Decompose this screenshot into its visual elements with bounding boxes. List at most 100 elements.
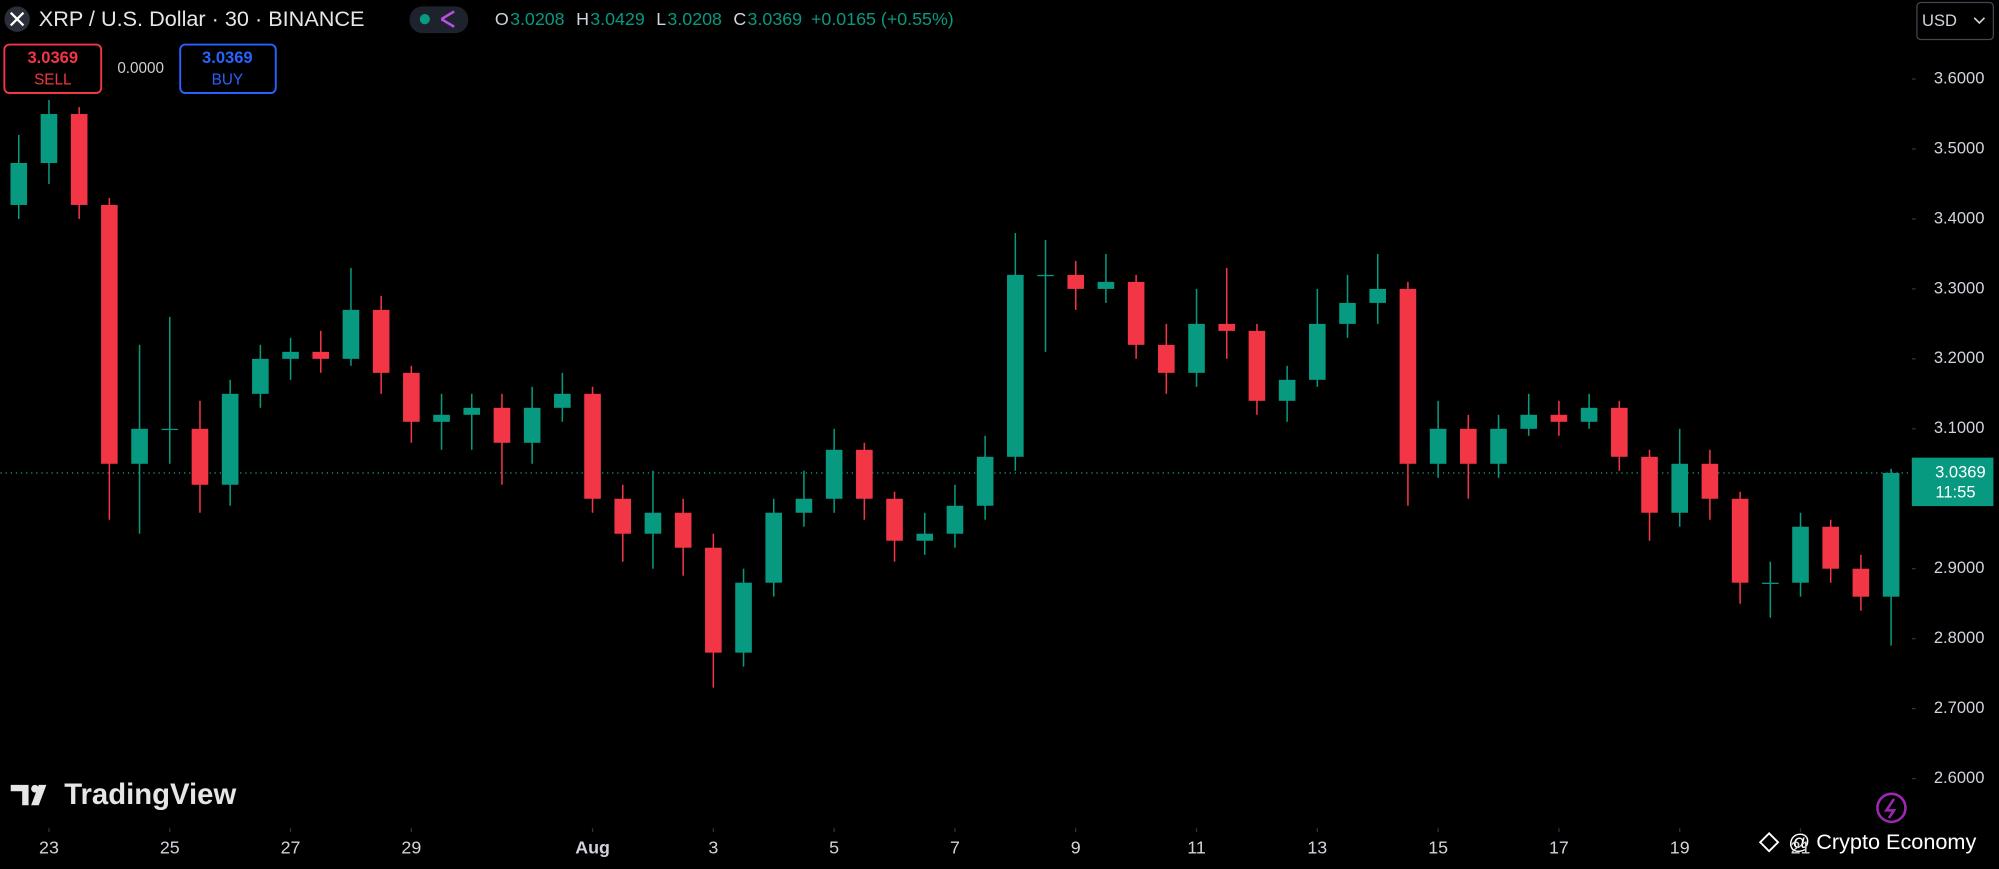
- price-line-label: 3.0369: [1935, 462, 1986, 481]
- legend-value: 3.0208: [510, 9, 565, 29]
- credit-logo: [1758, 831, 1780, 853]
- currency-select[interactable]: [1916, 1, 1995, 41]
- y-tick-label: 3.2000: [1934, 348, 1985, 367]
- candle-body: [70, 114, 88, 205]
- chart-title: XRP / U.S. Dollar · 30 · BINANCE: [39, 6, 365, 31]
- x-tick-label: 7: [950, 837, 960, 857]
- candle-body: [825, 449, 843, 499]
- candle-body: [342, 309, 360, 359]
- x-tick-label: 9: [1071, 837, 1081, 857]
- buy-label: BUY: [212, 71, 243, 88]
- y-tick-label: 3.1000: [1934, 418, 1985, 437]
- candle-body: [856, 449, 873, 499]
- candle-body: [523, 407, 541, 443]
- candle-body: [946, 505, 964, 534]
- x-tick-label: 13: [1307, 837, 1327, 857]
- candle-body: [1792, 526, 1809, 583]
- candle-body: [584, 393, 601, 499]
- x-tick-label: 25: [160, 837, 180, 857]
- candle-body: [674, 512, 692, 548]
- candle-body: [493, 407, 511, 443]
- x-tick-label: 17: [1549, 837, 1569, 857]
- buy-button[interactable]: [179, 43, 277, 94]
- candle-body: [1611, 407, 1628, 457]
- candle-body: [1490, 428, 1507, 464]
- credit: @ Crypto Economy: [1788, 829, 1976, 854]
- candle-body: [1671, 463, 1689, 513]
- candle-body: [1852, 568, 1870, 597]
- candle-body: [1822, 526, 1840, 569]
- x-tick-label: 15: [1428, 837, 1448, 857]
- candle-body: [1037, 274, 1054, 277]
- legend-key: O: [495, 9, 509, 29]
- y-tick-label: 3.6000: [1934, 68, 1985, 87]
- sell-button[interactable]: [3, 43, 103, 94]
- candle-body: [161, 428, 179, 431]
- candle-body: [1278, 379, 1296, 401]
- currency-label: USD: [1922, 11, 1957, 30]
- candle-body: [1248, 330, 1266, 401]
- status-icon: [440, 10, 455, 28]
- y-tick-label: 3.5000: [1934, 138, 1985, 157]
- x-tick-label: 23: [39, 837, 59, 857]
- x-tick-label: 19: [1670, 837, 1690, 857]
- candle-body: [1429, 428, 1447, 464]
- candle-body: [1520, 414, 1538, 429]
- candle-body: [1158, 344, 1175, 373]
- x-tick-label: 5: [829, 837, 839, 857]
- status-dot: [419, 14, 430, 25]
- legend-key: H: [576, 9, 589, 29]
- candle-body: [312, 351, 330, 359]
- x-tick-label: 29: [401, 837, 421, 857]
- x-tick-label: Aug: [575, 837, 610, 857]
- y-tick-label: 2.9000: [1934, 558, 1985, 577]
- ohlc-legend: O 3.0208 H 3.0429 L 3.0208 C 3.0369 +0.0165 (+0.…: [495, 9, 954, 29]
- spread: 0.0000: [117, 60, 164, 77]
- y-tick-label: 2.8000: [1934, 628, 1985, 647]
- candle-body: [735, 582, 752, 653]
- legend-value: 3.0369: [748, 9, 803, 29]
- candle-body: [40, 114, 58, 163]
- x-tick-label: 11: [1187, 837, 1206, 857]
- candle-body: [765, 512, 783, 583]
- y-tick-label: 2.6000: [1934, 768, 1985, 787]
- symbol-icon-glyph: [9, 11, 25, 27]
- sell-price: 3.0369: [27, 48, 78, 67]
- candle-body: [463, 407, 481, 415]
- candle-body: [221, 393, 239, 485]
- candle-body: [1097, 281, 1115, 289]
- candle-body: [1460, 428, 1477, 464]
- candle-body: [131, 428, 148, 464]
- x-tick-label: 21: [1791, 837, 1811, 857]
- candle-body: [1731, 498, 1749, 583]
- candle-body: [1309, 323, 1326, 380]
- x-tick-label: 27: [281, 837, 301, 857]
- candle-body: [644, 512, 662, 534]
- sell-label: SELL: [34, 71, 71, 88]
- candle-body: [1188, 323, 1205, 373]
- candle-body: [1007, 274, 1024, 457]
- candle-body: [1067, 274, 1085, 289]
- candle-body: [252, 358, 269, 394]
- candle-body: [433, 414, 450, 422]
- candle-body: [1369, 288, 1387, 303]
- legend-value: 3.0208: [667, 9, 722, 29]
- candle-body: [614, 498, 632, 534]
- y-tick-label: 3.3000: [1934, 278, 1985, 297]
- assistant-icon[interactable]: [1876, 792, 1907, 824]
- status-pill[interactable]: [409, 6, 469, 34]
- legend-key: L: [656, 9, 666, 29]
- price-line-tag: [1911, 457, 1994, 507]
- candle-body: [1339, 302, 1356, 324]
- candle-body: [1399, 288, 1417, 464]
- candle-body: [1580, 407, 1598, 422]
- currency-caret: [1973, 17, 1986, 25]
- y-tick-label: 3.4000: [1934, 208, 1985, 227]
- candle-body: [101, 204, 118, 464]
- candle-body: [372, 309, 390, 373]
- candle-body: [282, 351, 299, 359]
- candle-body: [554, 393, 571, 408]
- candle-body: [1127, 281, 1145, 345]
